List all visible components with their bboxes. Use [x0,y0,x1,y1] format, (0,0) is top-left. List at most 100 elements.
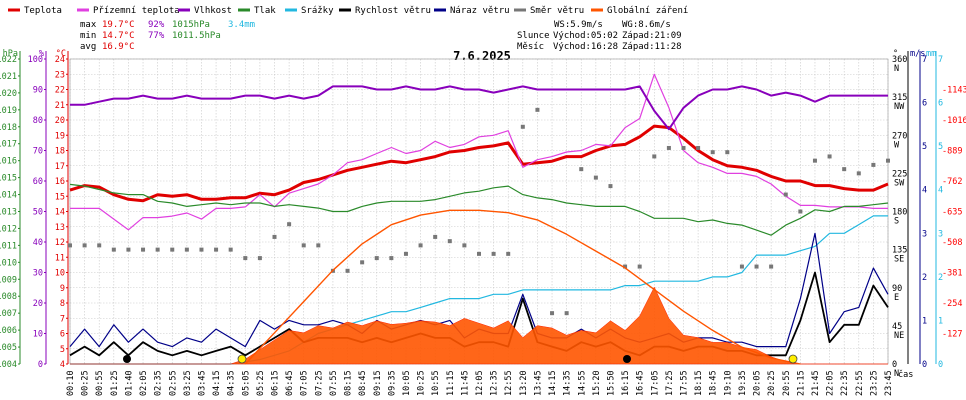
x-tick-label-37: 15:50 [606,370,616,396]
axis-tick-label-mm-6: 6 [938,99,943,109]
axis-tick-label-wm2-4: -508 [942,238,962,248]
sunrise: Východ:05:02 [553,31,618,41]
x-tick-label-28: 12:05 [475,370,485,396]
axis-tick-label-mm-3: 3 [938,229,943,239]
axis-title-dir: ° [893,49,898,59]
series-7-dir-dot-28 [477,251,481,256]
axis-tick-label-hpa-17: 1021 [0,72,17,82]
series-7-dir-dot-17 [316,243,321,248]
x-tick-label-7: 02:55 [168,370,178,396]
legend-label-1: Přízemní teplota [93,6,180,16]
axis-tick-label-wm2-3: -381 [942,269,962,279]
axis-tick-label-deg_c-8: 12 [55,238,65,248]
stat-max-temp: 19.7°C [102,20,135,30]
axis-tick-label-hpa-11: 1015 [0,174,17,184]
x-tick-label-35: 14:55 [577,370,587,396]
series-7-dir-dot-14 [272,234,277,239]
legend-label-3: Tlak [254,6,276,16]
series-7-dir-dot-33 [550,311,555,316]
axis-tick-sub-dir-6: W [894,140,900,150]
series-7-dir-dot-47 [754,264,759,269]
x-tick-label-52: 22:05 [826,370,836,396]
axis-tick-label-ms-3: 3 [922,229,927,239]
axis-tick-sub-dir-2: E [894,293,899,303]
series-7-dir-dot-52 [827,154,832,159]
series-7-dir-dot-4 [126,247,131,252]
axis-tick-label-ms-4: 4 [922,186,927,196]
x-tick-label-14: 06:15 [271,370,281,396]
series-7-dir-dot-45 [725,150,730,155]
axis-tick-sub-dir-7: NW [894,102,905,112]
x-tick-label-0: 00:10 [66,370,76,396]
axis-tick-label-wm2-5: -635 [942,208,962,218]
axis-tick-sub-dir-0: N [894,369,899,379]
x-tick-label-21: 09:15 [373,370,383,396]
x-tick-label-2: 00:55 [95,370,105,396]
x-tick-label-36: 15:20 [592,370,602,396]
axis-tick-label-hpa-12: 1016 [0,157,17,167]
series-7-dir-dot-30 [506,251,511,256]
axis-title-pct: % [39,49,44,59]
series-7-dir-dot-50 [798,209,803,214]
series-7-dir-dot-22 [389,256,394,261]
legend-label-5: Rychlost větru [355,6,431,16]
x-tick-label-9: 03:45 [197,370,207,396]
x-tick-label-13: 05:25 [256,370,266,396]
stat-max-label: max [80,20,97,30]
series-7-dir-dot-56 [886,158,890,163]
axis-tick-label-deg_c-7: 11 [55,253,65,263]
axis-tick-label-pct-0: 0 [38,360,43,370]
axis-tick-label-mm-0: 0 [938,360,943,370]
x-tick-label-34: 14:35 [563,370,573,396]
axis-tick-label-deg_c-16: 20 [55,116,65,126]
series-7-dir-dot-24 [418,243,423,248]
axis-tick-sub-dir-5: SW [894,178,905,188]
series-7-dir-dot-20 [360,260,365,265]
stat-max-hum: 92% [148,20,165,30]
axis-tick-label-ms-6: 6 [922,99,927,109]
x-tick-label-46: 19:35 [738,370,748,396]
x-tick-label-23: 10:05 [402,370,412,396]
legend-label-4: Srážky [301,6,334,16]
axis-tick-label-pct-4: 40 [33,238,43,248]
axis-tick-sub-dir-3: SE [894,255,904,265]
x-tick-label-4: 01:40 [124,370,134,396]
x-tick-label-18: 07:55 [329,370,339,396]
series-7-dir-dot-49 [783,192,788,197]
series-7-dir-dot-41 [666,145,671,150]
stat-avg-temp: 16.9°C [102,42,135,52]
axis-title-hpa: hPa [3,49,18,59]
axis-tick-label-wm2-1: -127 [942,330,962,340]
series-7-dir-dot-27 [462,243,467,248]
axis-tick-label-hpa-1: 1005 [0,343,17,353]
x-tick-label-5: 02:05 [139,370,149,396]
axis-tick-sub-dir-1: NE [894,331,904,341]
axis-tick-label-pct-2: 20 [33,299,43,309]
axis-tick-label-wm2-6: -762 [942,177,962,187]
plot-area [68,73,890,365]
stat-min-hum: 77% [148,31,165,41]
x-tick-label-1: 00:25 [81,370,91,396]
series-7-dir-dot-13 [257,256,262,261]
axis-tick-label-mm-2: 2 [938,273,943,283]
x-tick-label-41: 17:25 [665,370,675,396]
axis-tick-label-deg_c-17: 21 [55,101,65,111]
series-7-dir-dot-55 [871,162,876,167]
series-7-dir-dot-26 [447,239,452,244]
x-tick-label-33: 14:15 [548,370,558,396]
stat-min-press: 1011.5hPa [172,31,221,41]
sun-label: Slunce [517,31,550,41]
x-tick-label-8: 03:25 [183,370,193,396]
x-tick-label-3: 01:25 [110,370,120,396]
axis-tick-label-hpa-0: 1004 [0,360,17,370]
x-tick-label-51: 21:45 [811,370,821,396]
series-7-dir-dot-37 [608,184,613,189]
x-axis-ticks: 00:10 00:25 00:55 01:25 01:40 02:05 02:35 02:55… [66,370,894,396]
axis-tick-label-deg_c-11: 15 [55,192,65,202]
axis-tick-label-ms-2: 2 [922,273,927,283]
axes: hPa1004100510061007100810091010101110121… [0,49,966,379]
axis-tick-label-deg_c-14: 18 [55,147,65,157]
